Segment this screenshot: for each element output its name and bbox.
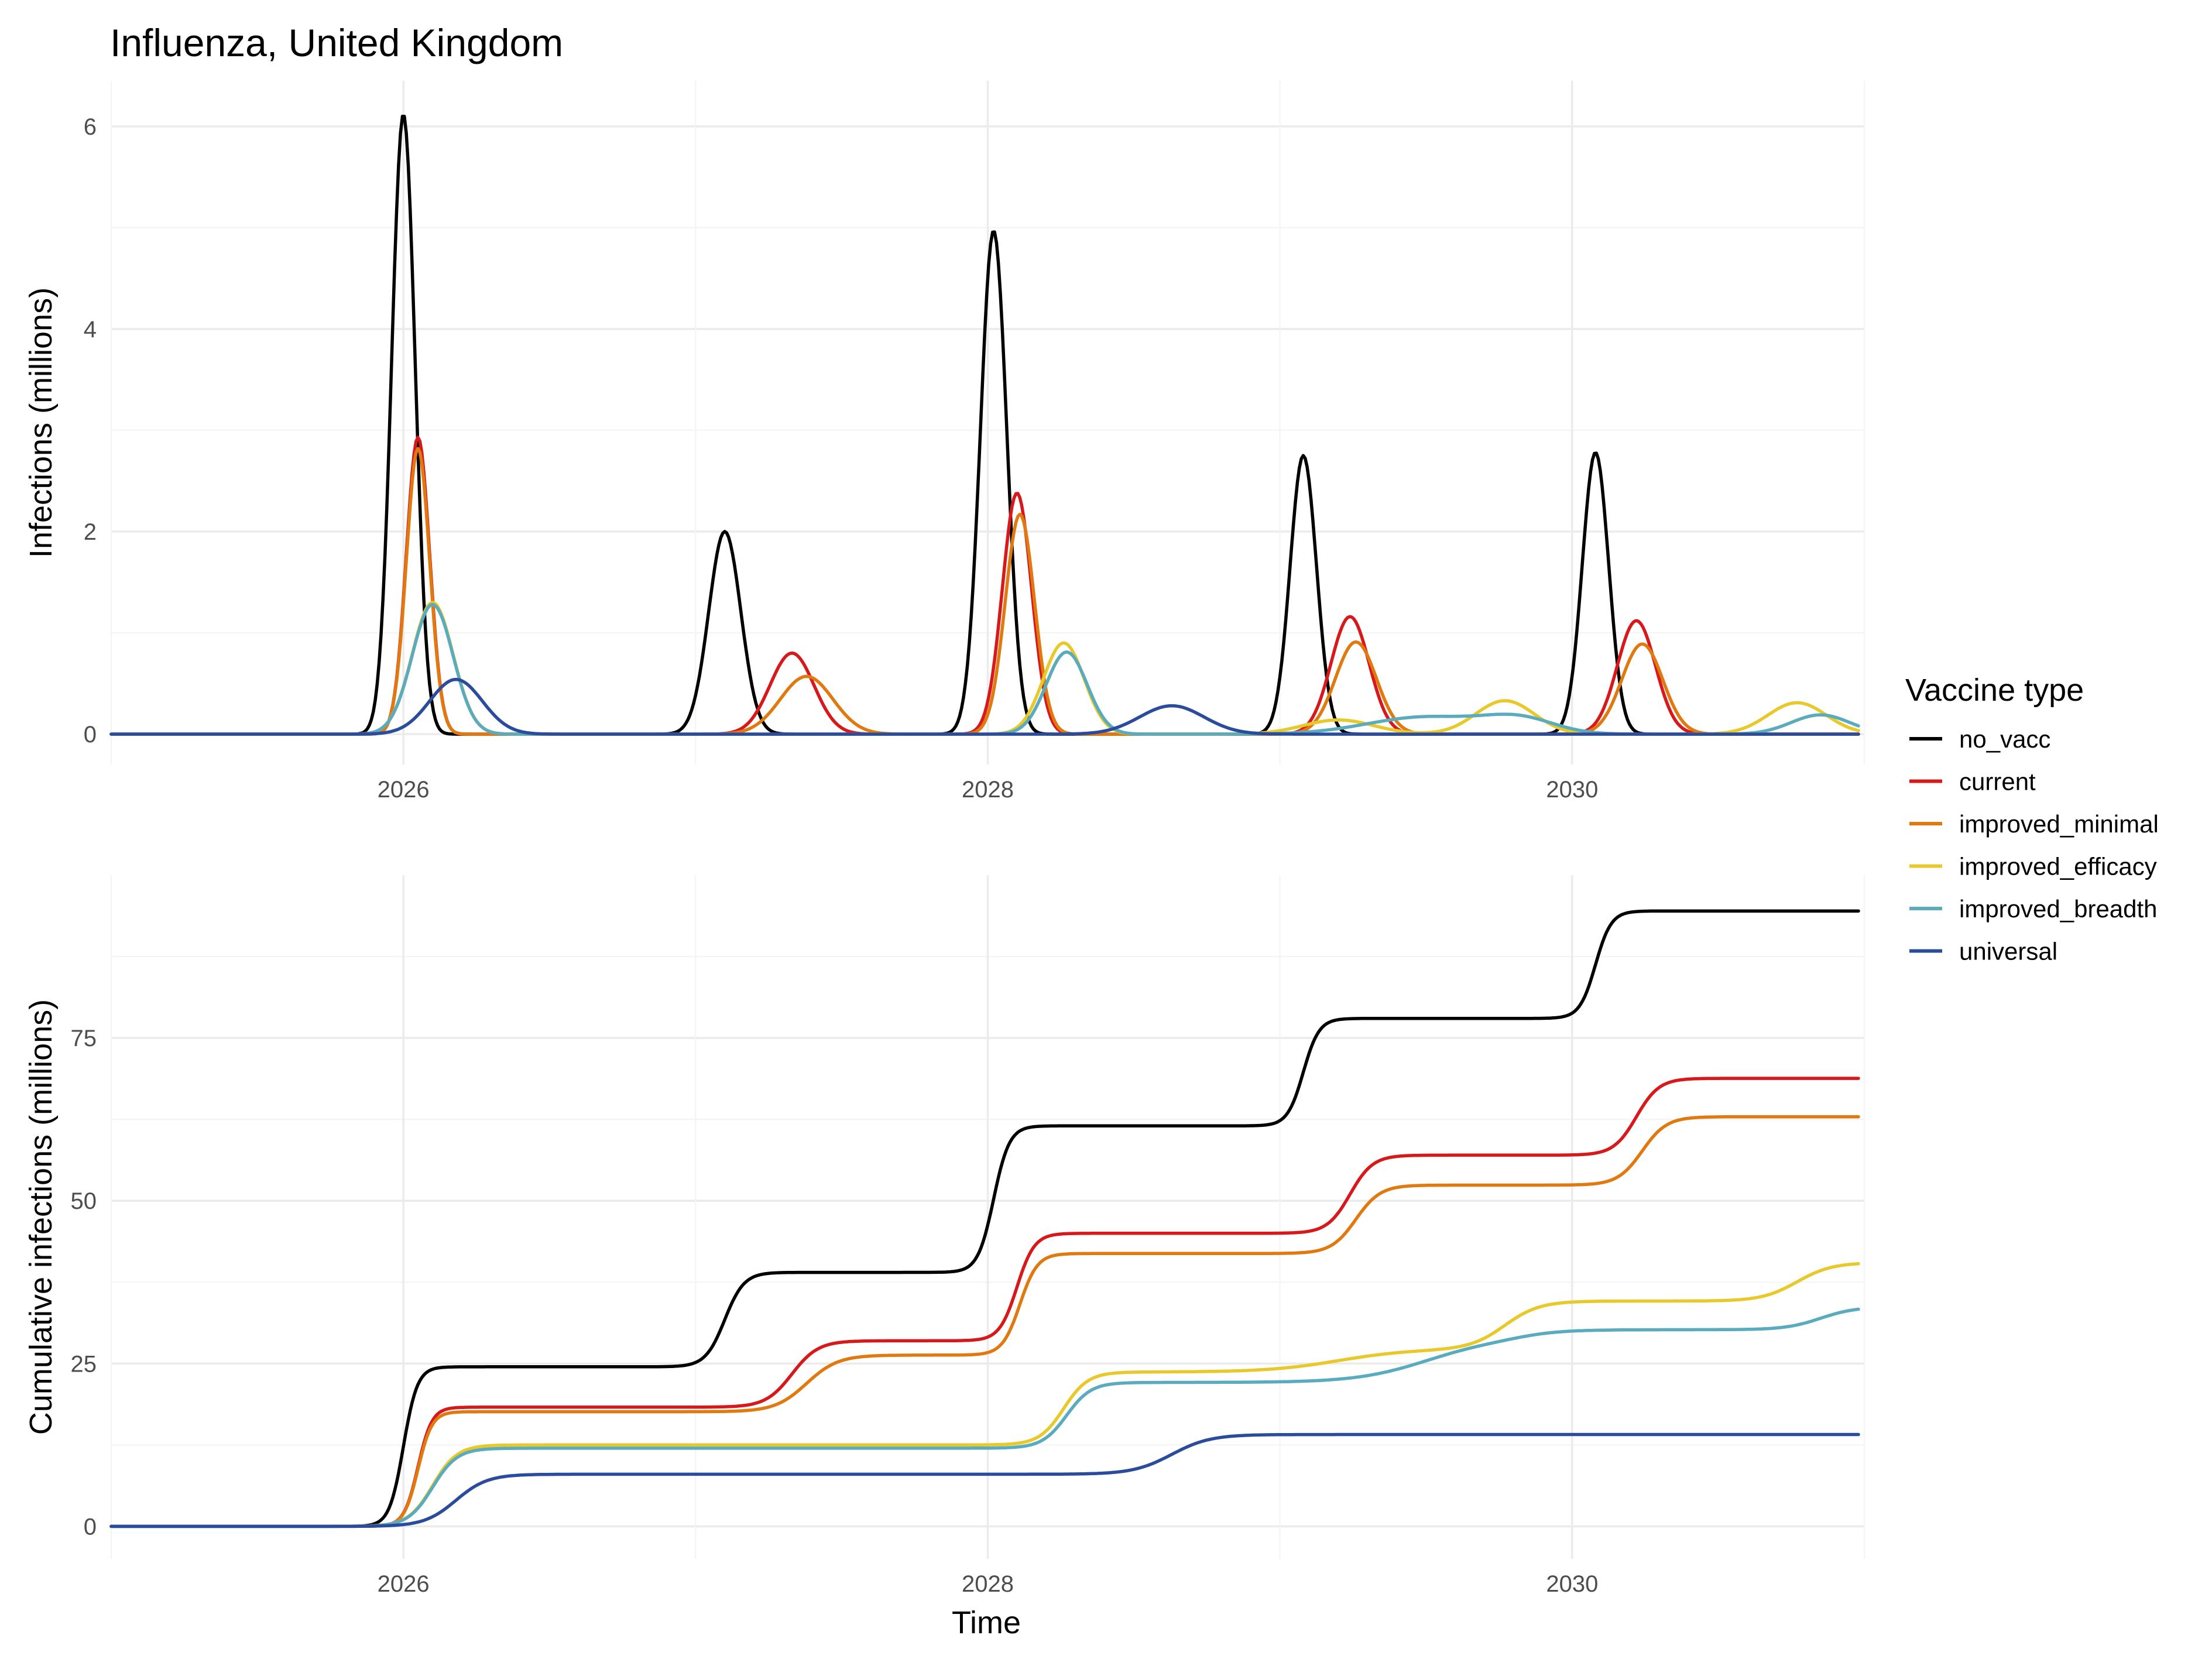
series-line-universal bbox=[109, 1432, 1860, 1528]
x-tick-label: 2026 bbox=[378, 1571, 430, 1597]
x-tick-label: 2028 bbox=[962, 1571, 1014, 1597]
x-tick-label: 2030 bbox=[1546, 1571, 1598, 1597]
chart-title: Influenza, United Kingdom bbox=[110, 21, 563, 64]
y-tick-label: 6 bbox=[84, 114, 97, 140]
legend-label: universal bbox=[1959, 938, 2057, 965]
y-tick-label: 0 bbox=[84, 722, 97, 748]
y-tick-label: 50 bbox=[71, 1188, 97, 1214]
infections-y-axis-title: Infections (millions) bbox=[23, 287, 59, 558]
legend-label: no_vacc bbox=[1959, 725, 2050, 753]
legend-label: current bbox=[1959, 768, 2036, 796]
series-line-no-vacc bbox=[109, 909, 1860, 1528]
x-tick-label: 2030 bbox=[1546, 777, 1598, 803]
legend-label: improved_breadth bbox=[1959, 895, 2158, 923]
series-line-no-vacc bbox=[109, 114, 1860, 736]
cumulative-y-axis-title: Cumulative infections (millions) bbox=[23, 999, 59, 1435]
x-tick-label: 2028 bbox=[962, 777, 1014, 803]
legend-label: improved_efficacy bbox=[1959, 853, 2157, 880]
series-line-improved-minimal bbox=[109, 1115, 1860, 1528]
series-line-current bbox=[109, 436, 1860, 736]
x-axis-title: Time bbox=[952, 1605, 1021, 1640]
infections-panel: 0 2 4 6 2026 2028 2030 Infections (millions) bbox=[23, 81, 1865, 803]
y-tick-label: 75 bbox=[71, 1026, 97, 1051]
y-tick-label: 25 bbox=[71, 1351, 97, 1377]
series-line-improved-minimal bbox=[109, 447, 1860, 736]
series-line-improved-breadth bbox=[109, 1307, 1860, 1528]
y-tick-label: 4 bbox=[84, 317, 97, 342]
cumulative-panel: 0 25 50 75 2026 2028 2030 Cumulative infection… bbox=[23, 875, 1865, 1597]
series-line-improved-efficacy bbox=[109, 1262, 1860, 1528]
legend-label: improved_minimal bbox=[1959, 810, 2159, 838]
legend-title: Vaccine type bbox=[1905, 673, 2084, 708]
x-tick-label: 2026 bbox=[378, 777, 430, 803]
y-tick-label: 2 bbox=[84, 519, 97, 545]
y-tick-label: 0 bbox=[84, 1514, 97, 1540]
series-line-universal bbox=[109, 677, 1860, 736]
